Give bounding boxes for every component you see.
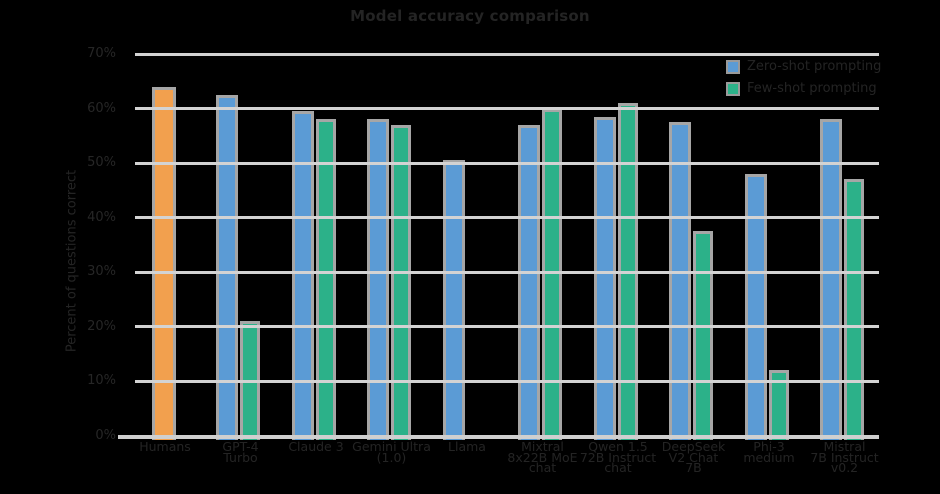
x-tick-label: Qwen 1.5 72B Instruct chat [579, 439, 657, 475]
bar-zero-shot-prompting-2 [291, 111, 314, 440]
grid-line [135, 52, 879, 56]
y-tick-label: 50% [87, 155, 116, 170]
bar-few-shot-prompting-5 [542, 108, 562, 440]
legend-swatch [726, 82, 740, 96]
bar-zero-shot-prompting-7 [669, 122, 691, 440]
bar-zero-shot-prompting-4 [442, 160, 465, 440]
x-tick-label: Mixtral 8x22B MoE chat [507, 439, 578, 475]
y-tick-label: 30% [87, 264, 116, 279]
bar-zero-shot-prompting-6 [593, 116, 616, 440]
grid-line [135, 107, 879, 110]
x-tick-label: GPT-4 Turbo [222, 439, 259, 465]
bar-few-shot-prompting-3 [391, 124, 411, 440]
chart-title: Model accuracy comparison [350, 7, 590, 25]
x-tick-label: Gemini Ultra (1.0) [352, 439, 431, 465]
x-tick-label: Llama [448, 439, 486, 454]
bar-few-shot-prompting-7 [693, 231, 713, 440]
grid-line [135, 161, 879, 165]
bar-zero-shot-prompting-8 [744, 173, 767, 440]
legend-label: Few-shot prompting [747, 81, 877, 96]
y-tick-label: 10% [87, 373, 116, 388]
bar-zero-shot-prompting-1 [216, 94, 238, 440]
grid-line [135, 325, 879, 328]
y-tick-label: 0% [95, 427, 116, 443]
bar-few-shot-prompting-8 [768, 370, 789, 440]
bar-zero-shot-prompting-3 [367, 119, 389, 440]
y-tick-label: 60% [87, 100, 116, 116]
y-tick-label: 70% [87, 46, 116, 61]
x-tick-label: Phi-3 medium [743, 439, 795, 465]
x-tick-label: DeepSeek V2 Chat 7B [661, 439, 726, 475]
bar-few-shot-prompting-2 [315, 119, 336, 440]
x-tick-label: Claude 3 [288, 439, 344, 454]
x-axis-line [118, 435, 879, 439]
x-tick-label: Mistral 7B Instruct v0.2 [810, 439, 879, 475]
grid-line [135, 379, 879, 383]
bar-zero-shot-prompting-5 [518, 124, 540, 440]
y-tick-label: 40% [87, 209, 116, 225]
bar-few-shot-prompting-9 [844, 179, 864, 440]
legend-swatch [726, 60, 740, 74]
bar-zero-shot-prompting-9 [820, 119, 842, 440]
y-tick-label: 20% [87, 318, 116, 334]
grid-line [135, 216, 879, 219]
x-tick-label: Humans [139, 439, 191, 454]
bar-humans-0 [152, 86, 176, 440]
legend-label: Zero-shot prompting [747, 59, 882, 74]
grid-line [135, 270, 879, 274]
legend-item-zero-shot: Zero-shot prompting [726, 60, 881, 74]
legend-item-few-shot: Few-shot prompting [726, 82, 877, 96]
